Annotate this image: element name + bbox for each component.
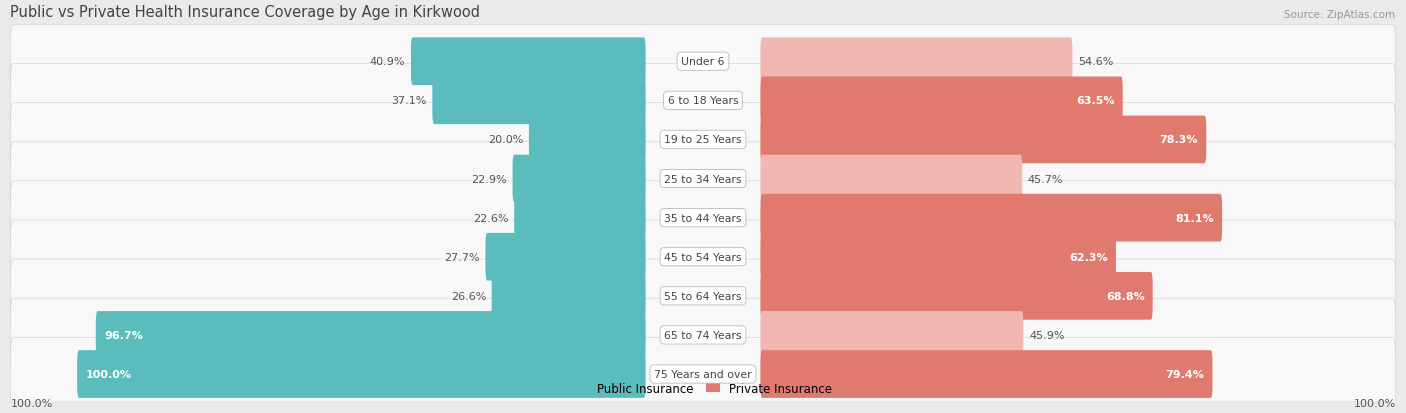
- Text: 68.8%: 68.8%: [1105, 291, 1144, 301]
- Text: 75 Years and over: 75 Years and over: [654, 369, 752, 379]
- Text: Public vs Private Health Insurance Coverage by Age in Kirkwood: Public vs Private Health Insurance Cover…: [10, 5, 481, 20]
- Text: 100.0%: 100.0%: [1354, 398, 1396, 408]
- Text: 79.4%: 79.4%: [1166, 369, 1205, 379]
- FancyBboxPatch shape: [761, 38, 1073, 86]
- FancyBboxPatch shape: [10, 142, 1396, 216]
- Text: 6 to 18 Years: 6 to 18 Years: [668, 96, 738, 106]
- FancyBboxPatch shape: [761, 350, 1212, 398]
- Text: 55 to 64 Years: 55 to 64 Years: [664, 291, 742, 301]
- Text: 37.1%: 37.1%: [391, 96, 427, 106]
- Text: 96.7%: 96.7%: [104, 330, 143, 340]
- FancyBboxPatch shape: [10, 337, 1396, 411]
- FancyBboxPatch shape: [96, 311, 645, 359]
- Text: 26.6%: 26.6%: [451, 291, 486, 301]
- FancyBboxPatch shape: [10, 259, 1396, 333]
- Text: 35 to 44 Years: 35 to 44 Years: [664, 213, 742, 223]
- FancyBboxPatch shape: [492, 272, 645, 320]
- FancyBboxPatch shape: [10, 64, 1396, 138]
- Text: Source: ZipAtlas.com: Source: ZipAtlas.com: [1285, 10, 1396, 20]
- Text: 22.6%: 22.6%: [472, 213, 509, 223]
- Text: 22.9%: 22.9%: [471, 174, 508, 184]
- Text: 65 to 74 Years: 65 to 74 Years: [664, 330, 742, 340]
- FancyBboxPatch shape: [10, 221, 1396, 294]
- FancyBboxPatch shape: [513, 155, 645, 203]
- FancyBboxPatch shape: [10, 103, 1396, 177]
- FancyBboxPatch shape: [761, 272, 1153, 320]
- FancyBboxPatch shape: [485, 233, 645, 281]
- FancyBboxPatch shape: [761, 155, 1022, 203]
- Text: Under 6: Under 6: [682, 57, 724, 67]
- Text: 25 to 34 Years: 25 to 34 Years: [664, 174, 742, 184]
- Text: 100.0%: 100.0%: [86, 369, 131, 379]
- Legend: Public Insurance, Private Insurance: Public Insurance, Private Insurance: [569, 377, 837, 399]
- FancyBboxPatch shape: [10, 299, 1396, 372]
- Text: 54.6%: 54.6%: [1078, 57, 1114, 67]
- FancyBboxPatch shape: [10, 26, 1396, 99]
- Text: 45.9%: 45.9%: [1029, 330, 1064, 340]
- FancyBboxPatch shape: [761, 116, 1206, 164]
- FancyBboxPatch shape: [433, 77, 645, 125]
- FancyBboxPatch shape: [761, 77, 1123, 125]
- FancyBboxPatch shape: [77, 350, 645, 398]
- Text: 63.5%: 63.5%: [1076, 96, 1115, 106]
- Text: 100.0%: 100.0%: [10, 398, 52, 408]
- Text: 81.1%: 81.1%: [1175, 213, 1213, 223]
- Text: 45 to 54 Years: 45 to 54 Years: [664, 252, 742, 262]
- FancyBboxPatch shape: [761, 311, 1024, 359]
- Text: 45.7%: 45.7%: [1028, 174, 1063, 184]
- Text: 40.9%: 40.9%: [370, 57, 405, 67]
- FancyBboxPatch shape: [515, 194, 645, 242]
- FancyBboxPatch shape: [411, 38, 645, 86]
- FancyBboxPatch shape: [529, 116, 645, 164]
- FancyBboxPatch shape: [761, 194, 1222, 242]
- Text: 62.3%: 62.3%: [1069, 252, 1108, 262]
- Text: 27.7%: 27.7%: [444, 252, 479, 262]
- FancyBboxPatch shape: [761, 233, 1116, 281]
- Text: 78.3%: 78.3%: [1160, 135, 1198, 145]
- Text: 19 to 25 Years: 19 to 25 Years: [664, 135, 742, 145]
- Text: 20.0%: 20.0%: [488, 135, 523, 145]
- FancyBboxPatch shape: [10, 181, 1396, 255]
